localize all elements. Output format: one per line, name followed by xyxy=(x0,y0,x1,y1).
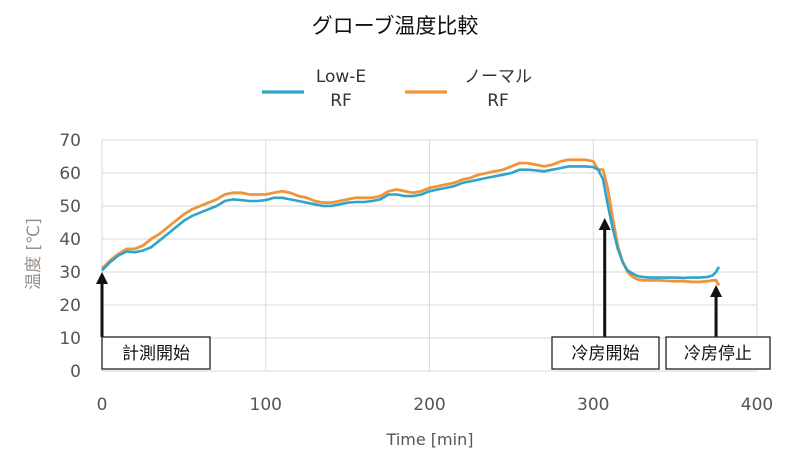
y-tick-label: 20 xyxy=(59,296,81,316)
x-tick-label: 400 xyxy=(741,395,773,415)
series-line-0 xyxy=(101,165,721,280)
y-axis-label: 温度 [℃] xyxy=(24,218,44,290)
y-tick-label: 40 xyxy=(59,230,81,250)
y-tick-label: 10 xyxy=(59,329,81,349)
annotations: 計測開始 冷房開始 冷房停止 xyxy=(96,218,771,370)
y-axis-ticks: 0 10 20 30 40 50 60 70 xyxy=(59,131,81,382)
y-tick-label: 50 xyxy=(59,197,81,217)
legend-label-1: ノーマル xyxy=(464,67,532,87)
x-tick-label: 0 xyxy=(97,395,108,415)
gridlines xyxy=(101,139,758,372)
series-line-1 xyxy=(101,158,721,287)
y-tick-label: 0 xyxy=(70,362,81,382)
x-tick-label: 100 xyxy=(250,395,282,415)
annotation-label: 冷房開始 xyxy=(572,344,640,364)
annotation-box xyxy=(551,336,660,370)
y-tick-label: 30 xyxy=(59,263,81,283)
y-tick-label: 70 xyxy=(59,131,81,151)
x-tick-label: 200 xyxy=(413,395,445,415)
annotation-arrow-head xyxy=(96,272,108,284)
legend-label-0: Low-E xyxy=(316,67,366,87)
chart-title: グローブ温度比較 xyxy=(312,14,479,38)
annotation-arrow-head xyxy=(598,218,611,230)
x-axis-ticks: 0 100 200 300 400 xyxy=(97,395,774,415)
legend: Low-E RF ノーマル RF xyxy=(262,67,532,111)
annotation-arrow-head xyxy=(710,285,723,297)
y-tick-label: 60 xyxy=(59,164,81,184)
legend-label-1: RF xyxy=(487,91,509,111)
x-axis-label: Time [min] xyxy=(386,430,474,449)
series-lines xyxy=(101,158,721,287)
x-tick-label: 300 xyxy=(577,395,609,415)
annotation-label: 冷房停止 xyxy=(684,344,752,364)
annotation-box xyxy=(101,336,211,370)
annotation-label: 計測開始 xyxy=(122,344,190,364)
annotation-box xyxy=(665,336,771,370)
legend-label-0: RF xyxy=(330,91,352,111)
